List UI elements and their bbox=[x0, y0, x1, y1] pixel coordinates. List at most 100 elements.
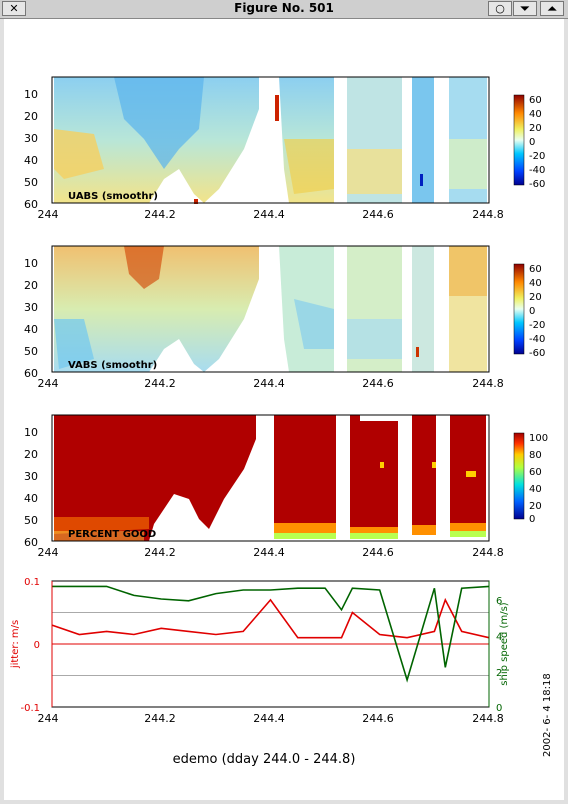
window-title: Figure No. 501 bbox=[234, 1, 334, 15]
timestamp: 2002- 6- 4 18:18 bbox=[542, 673, 553, 757]
y-tick: 50 bbox=[24, 176, 38, 189]
uabs-panel: UABS (smoothr) 10 20 30 40 50 60 244 244… bbox=[24, 76, 545, 221]
colorbar-tick: 40 bbox=[529, 278, 542, 289]
x-tick: 244.4 bbox=[253, 377, 285, 390]
jitter-series-line bbox=[51, 597, 490, 639]
colorbar-tick: 20 bbox=[529, 123, 542, 134]
y-tick: 20 bbox=[24, 448, 38, 461]
colorbar-tick: 0 bbox=[529, 514, 535, 525]
x-tick: 244.2 bbox=[144, 377, 176, 390]
pg-heatmap bbox=[54, 415, 486, 541]
y-tick: 10 bbox=[24, 426, 38, 439]
vabs-y-ticks: 10 20 30 40 50 60 bbox=[24, 257, 38, 380]
colorbar-tick: 0 bbox=[529, 137, 535, 148]
x-tick: 244.2 bbox=[144, 208, 176, 221]
right-axis-label: ship speed (m/s) bbox=[499, 602, 510, 685]
right-tick: 4 bbox=[496, 632, 502, 643]
left-tick: 0.1 bbox=[24, 577, 40, 588]
vabs-heatmap bbox=[54, 246, 487, 372]
right-tick: 6 bbox=[496, 596, 502, 607]
pg-x-ticks: 244 244.2 244.4 244.6 244.8 bbox=[38, 546, 504, 559]
y-tick: 60 bbox=[24, 536, 38, 549]
figure-canvas: UABS (smoothr) 10 20 30 40 50 60 244 244… bbox=[4, 19, 564, 800]
y-tick: 50 bbox=[24, 514, 38, 527]
left-tick: 0 bbox=[34, 640, 40, 651]
y-tick: 60 bbox=[24, 198, 38, 211]
x-tick: 244.2 bbox=[144, 712, 176, 725]
x-tick: 244.8 bbox=[472, 712, 504, 725]
right-axis: 6 4 2 0 ship speed (m/s) bbox=[488, 581, 510, 714]
left-tick: -0.1 bbox=[20, 703, 40, 714]
left-axis-label: jitter: m/s bbox=[10, 620, 21, 669]
figure-caption: edemo (dday 244.0 - 244.8) bbox=[173, 752, 356, 767]
colorbar-tick: 60 bbox=[529, 467, 542, 478]
right-tick: 2 bbox=[496, 668, 502, 679]
series-lines bbox=[51, 585, 490, 683]
maximize-icon[interactable]: ⏶ bbox=[540, 1, 564, 16]
x-tick: 244.8 bbox=[472, 546, 504, 559]
x-tick: 244 bbox=[38, 377, 59, 390]
y-tick: 20 bbox=[24, 279, 38, 292]
y-tick: 20 bbox=[24, 110, 38, 123]
x-tick: 244.8 bbox=[472, 208, 504, 221]
pg-label: PERCENT GOOD bbox=[68, 529, 156, 540]
line-x-ticks: 244 244.2 244.4 244.6 244.8 bbox=[38, 712, 504, 725]
colorbar-tick: 40 bbox=[529, 109, 542, 120]
colorbar-tick: 60 bbox=[529, 264, 542, 275]
x-tick: 244.6 bbox=[362, 377, 394, 390]
x-tick: 244.4 bbox=[253, 546, 285, 559]
uabs-x-ticks: 244 244.2 244.4 244.6 244.8 bbox=[38, 208, 504, 221]
vabs-label: VABS (smoothr) bbox=[68, 360, 157, 371]
pg-colorbar: 100 80 60 40 20 0 bbox=[513, 432, 548, 525]
colorbar-tick: -40 bbox=[529, 334, 545, 345]
x-tick: 244 bbox=[38, 712, 59, 725]
colorbar-tick: -20 bbox=[529, 151, 545, 162]
vabs-panel: VABS (smoothr) 10 20 30 40 50 60 244 244… bbox=[24, 245, 545, 390]
title-bar[interactable]: ✕ Figure No. 501 ○ ⏷ ⏶ bbox=[0, 0, 568, 19]
colorbar-tick: 80 bbox=[529, 450, 542, 461]
reference-lines bbox=[52, 612, 489, 676]
left-axis: 0.1 0 -0.1 jitter: m/s bbox=[10, 577, 53, 714]
x-tick: 244.4 bbox=[253, 208, 285, 221]
y-tick: 40 bbox=[24, 492, 38, 505]
shade-down-icon[interactable]: ⏷ bbox=[513, 1, 537, 16]
colorbar-tick: 20 bbox=[529, 292, 542, 303]
colorbar-tick: -60 bbox=[529, 179, 545, 190]
uabs-y-ticks: 10 20 30 40 50 60 bbox=[24, 88, 38, 211]
pg-panel: PERCENT GOOD 10 20 30 40 50 60 244 244.2… bbox=[24, 414, 548, 559]
x-tick: 244.6 bbox=[362, 546, 394, 559]
y-tick: 30 bbox=[24, 470, 38, 483]
jitter-speed-chart: 0.1 0 -0.1 jitter: m/s 6 4 2 0 ship spee… bbox=[10, 577, 510, 725]
uabs-colorbar: 60 40 20 0 -20 -40 -60 bbox=[513, 94, 545, 190]
x-tick: 244.4 bbox=[253, 712, 285, 725]
iconify-icon[interactable]: ○ bbox=[488, 1, 512, 16]
y-tick: 30 bbox=[24, 132, 38, 145]
vabs-colorbar: 60 40 20 0 -20 -40 -60 bbox=[513, 263, 545, 359]
pg-y-ticks: 10 20 30 40 50 60 bbox=[24, 426, 38, 549]
ship-speed-series-line bbox=[52, 585, 490, 683]
colorbar-tick: 40 bbox=[529, 484, 542, 495]
colorbar-tick: 0 bbox=[529, 306, 535, 317]
y-tick: 60 bbox=[24, 367, 38, 380]
close-icon[interactable]: ✕ bbox=[2, 1, 26, 16]
y-tick: 10 bbox=[24, 88, 38, 101]
colorbar-tick: 100 bbox=[529, 433, 548, 444]
x-tick: 244.8 bbox=[472, 377, 504, 390]
x-tick: 244.6 bbox=[362, 712, 394, 725]
y-tick: 50 bbox=[24, 345, 38, 358]
colorbar-tick: -20 bbox=[529, 320, 545, 331]
colorbar-tick: -40 bbox=[529, 165, 545, 176]
y-tick: 30 bbox=[24, 301, 38, 314]
colorbar-tick: 60 bbox=[529, 95, 542, 106]
y-tick: 10 bbox=[24, 257, 38, 270]
vabs-x-ticks: 244 244.2 244.4 244.6 244.8 bbox=[38, 377, 504, 390]
x-tick: 244 bbox=[38, 208, 59, 221]
colorbar-tick: 20 bbox=[529, 501, 542, 512]
colorbar-tick: -60 bbox=[529, 348, 545, 359]
x-tick: 244.2 bbox=[144, 546, 176, 559]
uabs-label: UABS (smoothr) bbox=[68, 191, 158, 202]
x-tick: 244 bbox=[38, 546, 59, 559]
y-tick: 40 bbox=[24, 323, 38, 336]
y-tick: 40 bbox=[24, 154, 38, 167]
